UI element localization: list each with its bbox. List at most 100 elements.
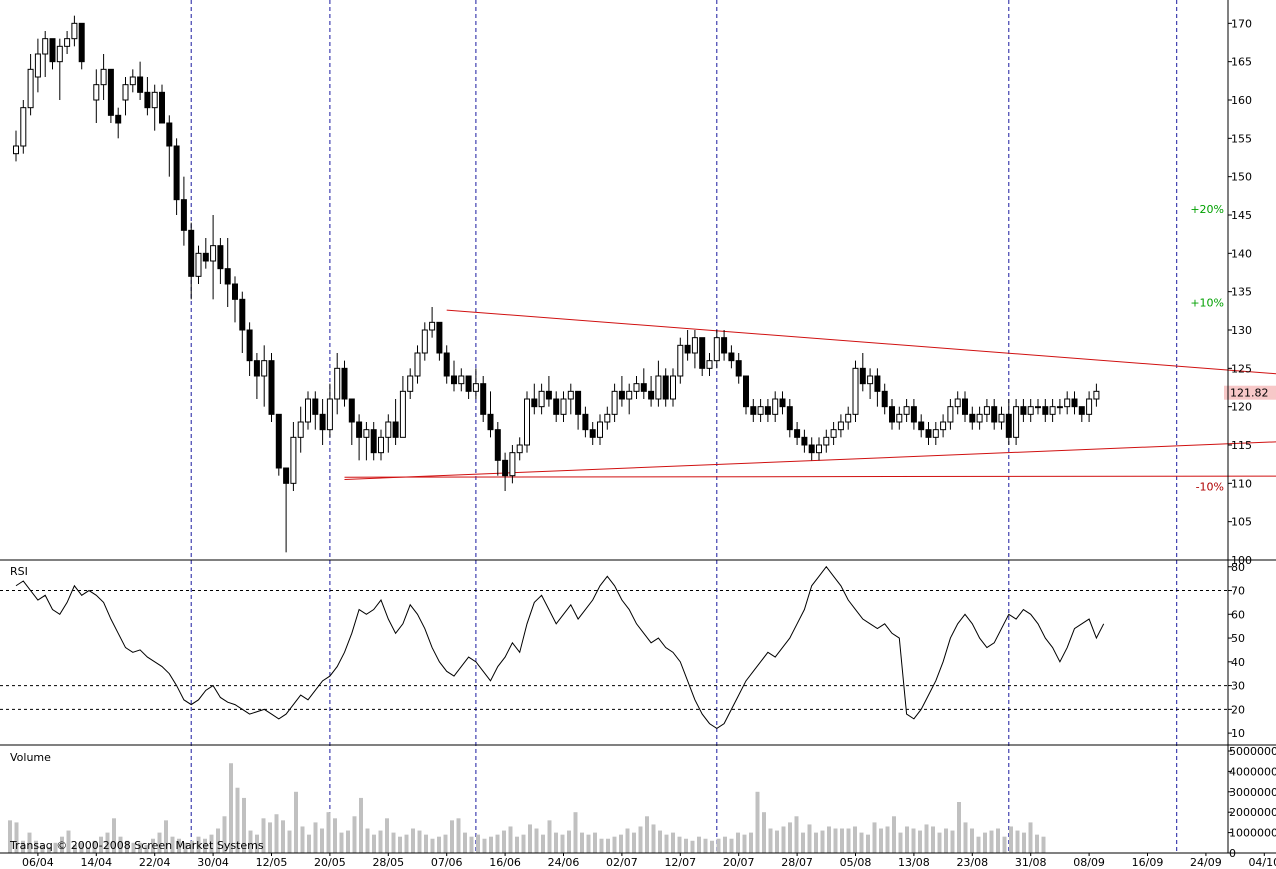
candle-body xyxy=(246,329,253,362)
volume-bar xyxy=(326,812,331,853)
candle xyxy=(545,376,552,407)
volume-bar xyxy=(976,836,981,853)
candle xyxy=(173,138,180,215)
candle xyxy=(1078,406,1085,422)
volume-bar xyxy=(814,832,818,853)
candle-body xyxy=(677,344,684,377)
candle xyxy=(268,353,275,422)
volume-bar xyxy=(268,822,272,853)
volume-bar xyxy=(931,826,935,853)
volume-bar xyxy=(567,830,571,853)
candle-body xyxy=(494,429,501,461)
candle xyxy=(42,31,49,77)
candle xyxy=(34,38,41,93)
volume-bar xyxy=(66,830,71,853)
candle xyxy=(217,238,224,284)
volume-bar xyxy=(820,830,825,853)
candle-body xyxy=(414,352,421,377)
candle xyxy=(721,330,728,361)
date-tick-label: 31/08 xyxy=(1015,856,1047,869)
volume-bar xyxy=(671,832,675,853)
volume-bar xyxy=(242,797,246,853)
candle-body xyxy=(925,429,932,438)
date-tick-label: 14/04 xyxy=(80,856,112,869)
volume-bar xyxy=(372,834,376,853)
volume-bar xyxy=(697,836,701,853)
candle-body xyxy=(217,245,224,270)
volume-bar xyxy=(86,846,90,853)
candle-body xyxy=(348,398,355,423)
candle xyxy=(348,398,355,445)
candle-body xyxy=(1086,398,1093,415)
candle xyxy=(910,399,917,430)
volume-bar xyxy=(937,832,942,853)
volume-bars xyxy=(8,763,1046,853)
volume-bar xyxy=(788,822,792,853)
volume-bar xyxy=(866,834,870,853)
candle-body xyxy=(779,398,786,408)
volume-bar xyxy=(541,834,545,853)
candle-body xyxy=(713,337,720,362)
candle-body xyxy=(918,421,925,431)
candle xyxy=(918,414,925,438)
candle xyxy=(246,322,253,376)
candle xyxy=(976,406,983,430)
volume-bar xyxy=(612,836,617,853)
candle xyxy=(575,390,582,430)
candle-body xyxy=(100,68,107,86)
last-price-box xyxy=(1224,385,1276,400)
volume-bar xyxy=(281,820,285,853)
candle-body xyxy=(356,421,363,438)
candle-body xyxy=(399,390,406,438)
candle-body xyxy=(575,390,582,415)
volume-bar xyxy=(157,832,162,853)
volume-bar xyxy=(729,838,734,853)
last-price-label: 121.82 xyxy=(1230,387,1269,400)
percent-level-label: +10% xyxy=(1190,296,1224,309)
candle xyxy=(604,406,611,430)
candle-body xyxy=(1035,406,1041,409)
volume-bar xyxy=(827,826,831,853)
candle xyxy=(677,337,684,384)
price-tick-label: 145 xyxy=(1231,209,1252,222)
candle-body xyxy=(188,229,195,277)
candle xyxy=(1056,399,1063,415)
date-tick-label: 20/07 xyxy=(723,856,755,869)
candle-body xyxy=(808,444,815,454)
volume-bar xyxy=(872,822,877,853)
volume-bar xyxy=(547,820,552,853)
candle-body xyxy=(239,298,246,331)
candle xyxy=(954,391,961,415)
price-tick-label: 135 xyxy=(1231,286,1252,299)
candle-body xyxy=(903,406,910,415)
candle-body xyxy=(757,406,764,415)
candle xyxy=(794,422,801,445)
candle-body xyxy=(78,22,85,63)
volume-bar xyxy=(138,842,142,853)
candle-body xyxy=(210,245,217,262)
candle xyxy=(1013,399,1020,445)
candle xyxy=(947,399,954,430)
volume-bar xyxy=(313,822,318,853)
volume-bar xyxy=(144,844,149,853)
volume-bar xyxy=(404,834,409,853)
candle-body xyxy=(531,398,538,408)
candle-body xyxy=(699,337,706,369)
candle-body xyxy=(487,413,494,431)
volume-bar xyxy=(528,824,532,853)
candle-body xyxy=(443,352,450,377)
candle xyxy=(816,437,822,461)
candle xyxy=(903,399,910,422)
price-panel-grid xyxy=(1228,22,1232,523)
candle xyxy=(655,360,662,407)
candle-body xyxy=(589,429,596,438)
candle xyxy=(451,360,457,392)
volume-bar xyxy=(229,763,233,853)
volume-bar xyxy=(892,816,896,853)
candle-body xyxy=(451,375,457,385)
volume-bar xyxy=(963,822,968,853)
candle xyxy=(465,375,472,399)
candle xyxy=(27,54,34,116)
volume-bar xyxy=(1041,836,1046,853)
